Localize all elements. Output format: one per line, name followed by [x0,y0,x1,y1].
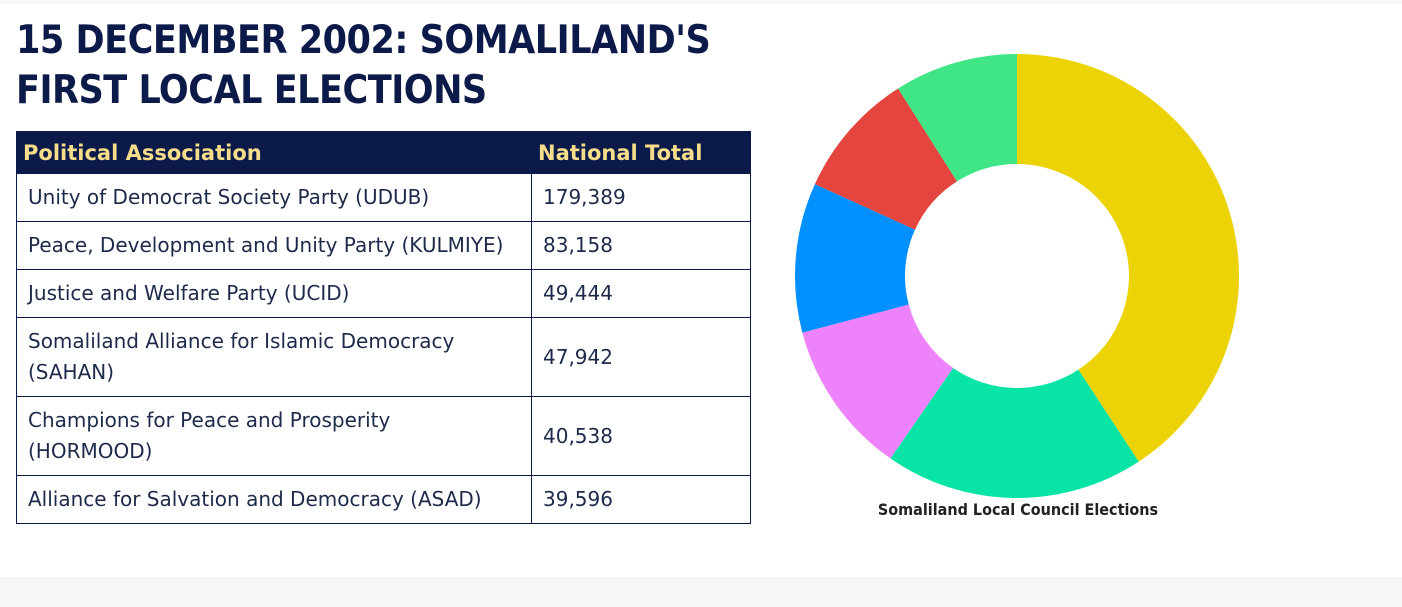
total-cell: 83,158 [531,221,751,270]
table-row: Alliance for Salvation and Democracy (AS… [16,475,751,524]
donut-slice-ucid[interactable] [802,304,954,459]
donut-chart [795,54,1239,498]
association-cell: Unity of Democrat Society Party (UDUB) [16,173,532,222]
association-cell: Justice and Welfare Party (UCID) [16,269,532,318]
total-cell: 47,942 [531,317,751,397]
table-row: Justice and Welfare Party (UCID) 49,444 [16,269,751,318]
top-strip [0,0,1402,4]
association-cell: Champions for Peace and Prosperity (HORM… [16,396,532,476]
donut-slice-kulmiye[interactable] [890,367,1139,498]
donut-slice-udub[interactable] [1017,54,1239,462]
total-cell: 49,444 [531,269,751,318]
chart-title: Somaliland Local Council Elections [877,500,1159,519]
association-cell: Somaliland Alliance for Islamic Democrac… [16,317,532,397]
table-row: Unity of Democrat Society Party (UDUB) 1… [16,173,751,222]
association-cell: Alliance for Salvation and Democracy (AS… [16,475,532,524]
total-cell: 179,389 [531,173,751,222]
association-cell: Peace, Development and Unity Party (KULM… [16,221,532,270]
page-title: 15 DECEMBER 2002: SOMALILAND'S FIRST LOC… [16,18,711,113]
results-table: Political Association National Total Uni… [16,131,751,524]
table-header-row: Political Association National Total [16,131,751,174]
column-header-association: Political Association [16,131,532,174]
donut-slice-asad[interactable] [898,54,1017,182]
table-row: Champions for Peace and Prosperity (HORM… [16,396,751,476]
donut-slice-sahan[interactable] [795,184,916,333]
column-header-total: National Total [531,131,751,174]
total-cell: 40,538 [531,396,751,476]
table-row: Somaliland Alliance for Islamic Democrac… [16,317,751,397]
donut-slice-hormood[interactable] [814,88,958,230]
total-cell: 39,596 [531,475,751,524]
table-row: Peace, Development and Unity Party (KULM… [16,221,751,270]
donut-chart-container [780,40,1260,540]
